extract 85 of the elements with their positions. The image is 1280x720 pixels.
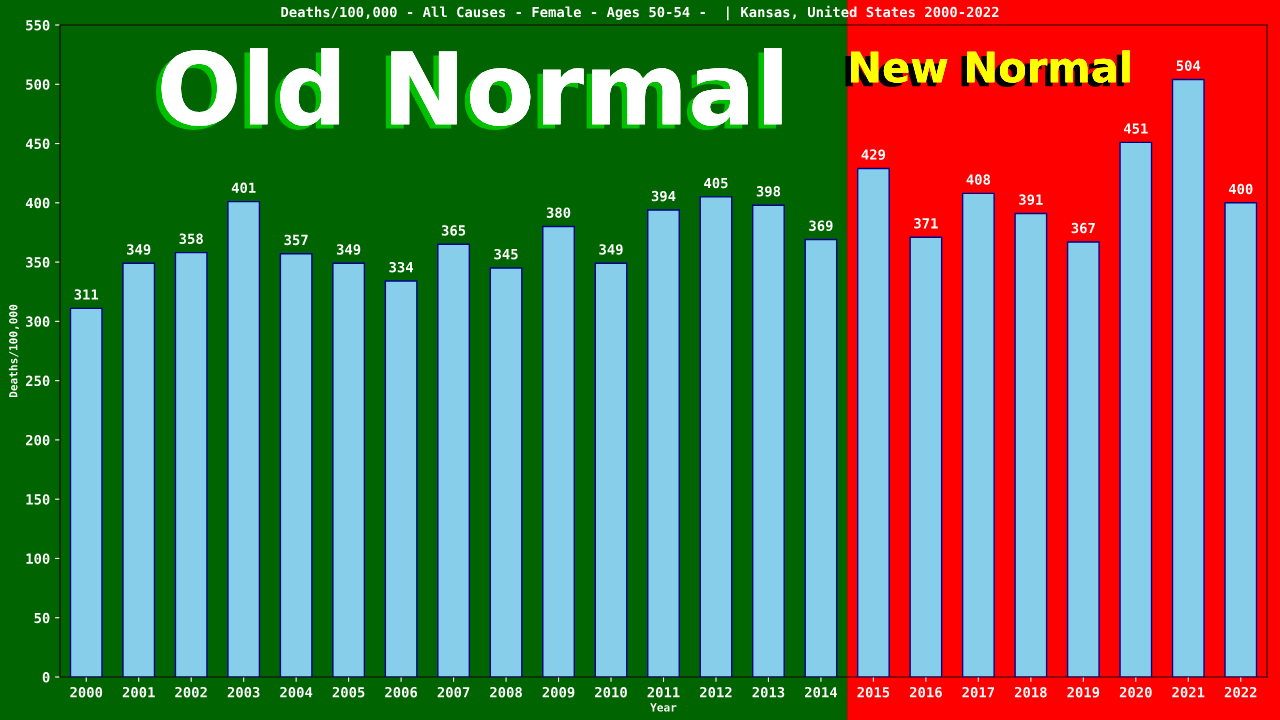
y-axis-title: Deaths/100,000 (8, 304, 19, 398)
data-label: 371 (914, 218, 938, 229)
data-label: 349 (127, 244, 151, 255)
x-tick-label: 2014 (804, 686, 838, 698)
data-label: 358 (179, 233, 203, 244)
y-tick-label: 50 (34, 612, 50, 624)
y-tick-label: 100 (26, 553, 50, 564)
x-tick-label: 2021 (1172, 686, 1205, 698)
x-tick-label: 2012 (700, 686, 732, 698)
x-tick-label: 2016 (909, 686, 942, 698)
data-label: 334 (389, 261, 414, 273)
x-tick-label: 2020 (1119, 686, 1152, 698)
bar (489, 267, 523, 677)
x-tick-label: 2002 (175, 686, 207, 698)
bar (279, 253, 313, 677)
y-tick-label: 300 (26, 316, 50, 327)
x-tick-label: 2019 (1067, 686, 1100, 698)
bar (174, 251, 208, 677)
data-label: 349 (599, 244, 623, 255)
x-tick-label: 2007 (437, 686, 470, 698)
bar (542, 225, 575, 677)
y-tick-label: 550 (26, 19, 50, 31)
data-label: 311 (74, 289, 99, 300)
y-tick-label: 450 (25, 138, 50, 150)
x-axis-title: Year (650, 703, 677, 712)
x-tick-label: 2009 (542, 686, 575, 698)
x-tick-label: 2001 (122, 686, 155, 698)
bar (332, 262, 366, 677)
x-tick-label: 2010 (595, 686, 627, 698)
bar (647, 209, 680, 677)
band-label: New Normal (845, 50, 1130, 87)
bar (122, 262, 156, 677)
bar (961, 192, 995, 677)
x-tick-label: 2018 (1014, 686, 1047, 698)
data-label: 365 (441, 225, 466, 236)
bar (1066, 241, 1100, 677)
bar (699, 196, 733, 677)
bar (594, 262, 628, 677)
x-tick-label: 2011 (647, 686, 680, 698)
x-tick-label: 2006 (385, 686, 418, 698)
data-label: 451 (1123, 123, 1148, 134)
data-label: 429 (861, 149, 886, 160)
y-tick-label: 350 (26, 257, 50, 268)
x-tick-label: 2015 (857, 686, 890, 698)
data-label: 408 (966, 174, 991, 185)
data-label: 405 (704, 177, 728, 189)
data-label: 349 (336, 244, 361, 255)
bar (1014, 212, 1048, 677)
data-label: 357 (284, 234, 308, 246)
data-label: 400 (1228, 183, 1253, 195)
data-label: 398 (756, 186, 781, 197)
x-tick-label: 2003 (227, 686, 260, 698)
y-tick-label: 400 (25, 197, 50, 209)
bar (227, 200, 261, 677)
y-tick-label: 0 (42, 671, 50, 683)
data-label: 380 (546, 207, 571, 218)
band-label: Old Normal (155, 48, 782, 130)
x-tick-label: 2004 (280, 686, 313, 698)
x-tick-label: 2000 (70, 686, 103, 698)
x-tick-label: 2022 (1224, 686, 1257, 698)
data-label: 369 (809, 220, 833, 232)
x-tick-label: 2017 (962, 686, 995, 698)
bar (1224, 202, 1258, 677)
data-label: 504 (1176, 60, 1201, 71)
y-tick-label: 150 (26, 494, 50, 505)
data-label: 345 (494, 248, 518, 260)
data-label: 367 (1071, 222, 1095, 234)
bar (752, 204, 785, 677)
bar (1119, 141, 1153, 677)
y-tick-label: 250 (25, 375, 50, 387)
x-tick-label: 2005 (332, 686, 365, 698)
bar (437, 243, 471, 677)
y-tick-label: 200 (25, 434, 50, 446)
x-tick-label: 2008 (490, 686, 522, 698)
bar (69, 307, 103, 677)
data-label: 394 (651, 190, 676, 202)
bar (909, 236, 943, 677)
data-label: 401 (231, 182, 256, 194)
data-label: 391 (1019, 194, 1043, 205)
bar (1171, 78, 1205, 677)
x-tick-label: 2013 (752, 686, 785, 698)
bar (384, 280, 418, 677)
y-tick-label: 500 (26, 79, 50, 90)
bar (804, 238, 838, 677)
bar (856, 167, 890, 677)
